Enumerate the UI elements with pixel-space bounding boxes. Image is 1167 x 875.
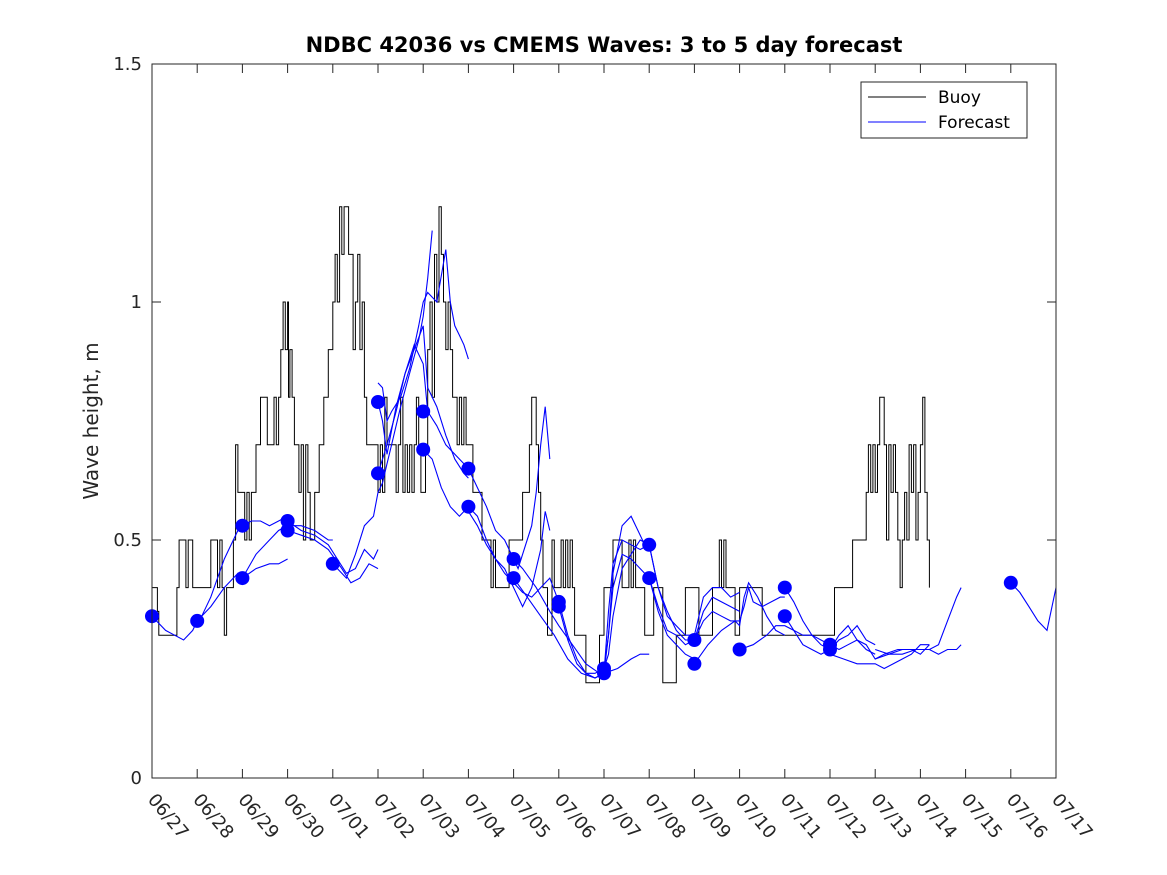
forecast-marker-point — [235, 518, 250, 533]
forecast-marker-point — [687, 656, 702, 671]
forecast-marker-point — [461, 461, 476, 476]
forecast-marker-point — [371, 395, 385, 409]
forecast-marker-point — [1003, 575, 1018, 590]
forecast-marker-point — [823, 642, 837, 657]
chart-title: NDBC 42036 vs CMEMS Waves: 3 to 5 day fo… — [306, 33, 903, 57]
forecast-run-line-23 — [693, 585, 785, 641]
forecast-run-line-12 — [467, 406, 551, 571]
y-tick-label: 1 — [131, 292, 142, 313]
y-axis-label: Wave height, m — [79, 342, 103, 499]
forecast-marker-point — [687, 633, 702, 647]
legend: Buoy Forecast — [860, 81, 1028, 139]
forecast-marker-point — [506, 571, 521, 586]
forecast-marker-point — [416, 404, 431, 419]
y-tick-label: 1.5 — [113, 54, 142, 75]
legend-box — [860, 81, 1028, 139]
forecast-run-line-22 — [648, 577, 695, 660]
forecast-run-line-10 — [377, 343, 469, 474]
legend-buoy-label: Buoy — [938, 88, 981, 108]
plot-area — [152, 64, 1056, 778]
forecast-marker-point — [461, 499, 476, 514]
forecast-marker-point — [506, 552, 521, 566]
forecast-marker-point — [190, 613, 205, 628]
y-axis-ticks: 0 0.5 1 1.5 — [113, 54, 1056, 789]
forecast-marker-point — [732, 642, 747, 657]
forecast-run-line-25 — [739, 625, 831, 651]
forecast-run-line-24 — [693, 581, 786, 665]
forecast-marker-point — [597, 666, 611, 681]
forecast-run-line-6 — [287, 529, 379, 584]
y-tick-label: 0 — [131, 768, 142, 789]
forecast-run-line-11 — [422, 449, 469, 517]
buoy-series-line — [152, 206, 930, 684]
forecast-run-line-1 — [151, 615, 198, 641]
forecast-run-line-32 — [1010, 582, 1057, 632]
forecast-run-line-7 — [332, 230, 433, 580]
marker-layer — [145, 395, 1018, 681]
forecast-run-line-31 — [875, 644, 962, 660]
series-layer — [151, 206, 1057, 684]
y-tick-label: 0.5 — [113, 530, 142, 551]
legend-forecast-label: Forecast — [938, 113, 1010, 133]
forecast-run-line-18 — [558, 553, 650, 674]
forecast-marker-point — [642, 571, 657, 586]
forecast-run-line-13 — [468, 506, 551, 608]
forecast-marker-point — [235, 571, 250, 586]
forecast-marker-point — [371, 466, 385, 481]
forecast-marker-point — [416, 442, 431, 457]
forecast-marker-point — [777, 609, 792, 624]
forecast-marker-point — [280, 523, 295, 538]
forecast-run-line-15 — [513, 558, 650, 674]
forecast-marker-point — [642, 537, 657, 552]
forecast-run-line-8 — [377, 249, 469, 423]
forecast-run-line-9 — [377, 325, 469, 479]
forecast-run-line-5 — [287, 520, 379, 575]
forecast-marker-point — [551, 599, 566, 614]
forecast-marker-point — [777, 580, 792, 595]
forecast-run-line-17 — [558, 539, 650, 679]
forecast-marker-point — [325, 556, 340, 571]
